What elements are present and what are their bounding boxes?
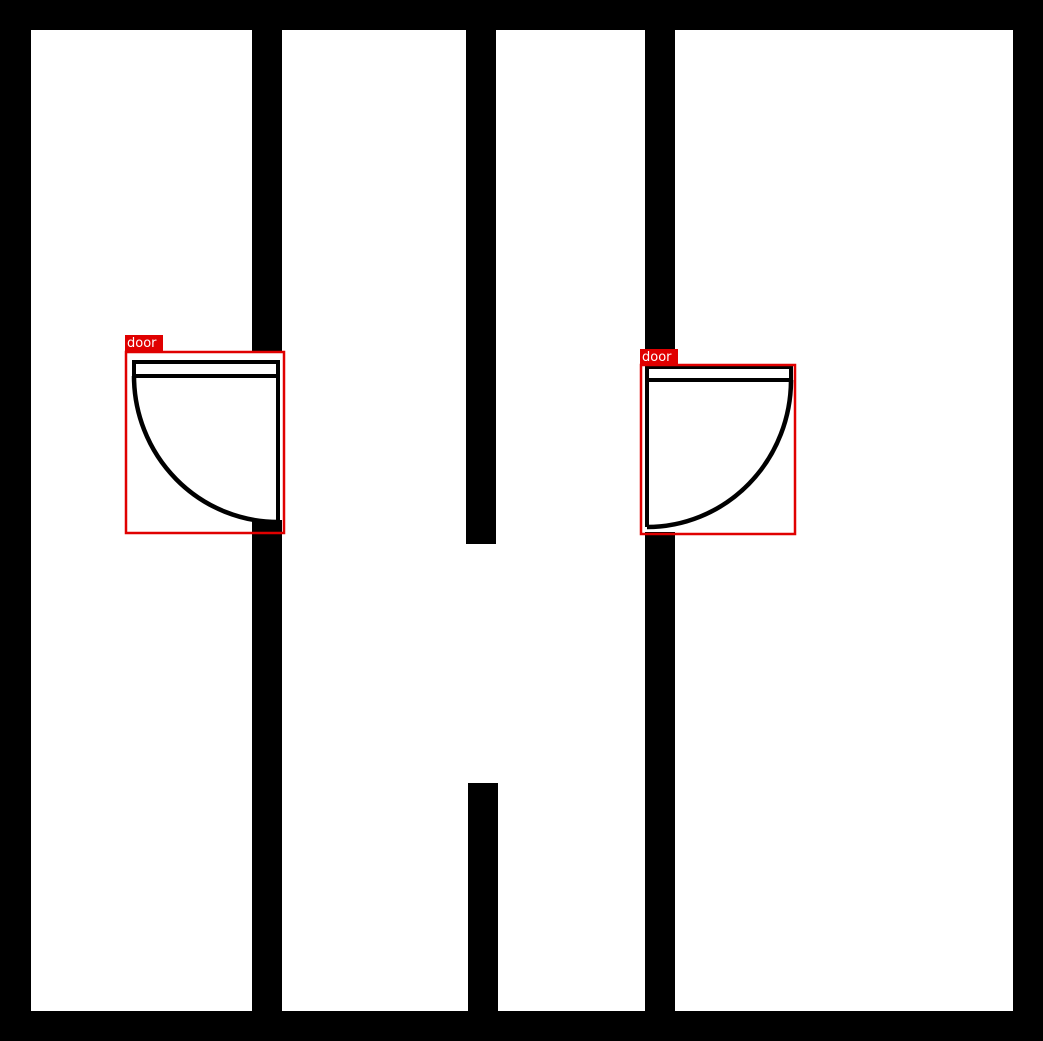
partition-center-upper bbox=[466, 0, 496, 544]
wall-bottom bbox=[0, 1011, 1043, 1041]
wall-left bbox=[0, 0, 31, 1041]
door-swing-arc bbox=[646, 379, 794, 530]
door-symbol bbox=[131, 360, 282, 532]
bounding-box bbox=[124, 350, 286, 535]
annotation-door-1: door bbox=[124, 335, 286, 535]
wall-top bbox=[0, 0, 1043, 30]
label-text: door bbox=[642, 350, 672, 365]
partition-right-upper bbox=[645, 0, 675, 366]
door-symbol bbox=[645, 365, 794, 530]
label-tag bbox=[640, 349, 678, 365]
wall-right bbox=[1013, 0, 1043, 1041]
bounding-box bbox=[639, 363, 797, 536]
partition-center-lower bbox=[468, 783, 498, 1041]
annotation-door-2: door bbox=[639, 349, 797, 536]
partition-left-upper bbox=[252, 0, 282, 352]
label-text: door bbox=[127, 336, 157, 351]
partition-right-lower bbox=[645, 532, 675, 1041]
label-tag bbox=[125, 335, 163, 351]
partition-left-lower bbox=[252, 532, 282, 1041]
door-swing-arc bbox=[131, 375, 279, 525]
door-threshold bbox=[252, 520, 282, 532]
